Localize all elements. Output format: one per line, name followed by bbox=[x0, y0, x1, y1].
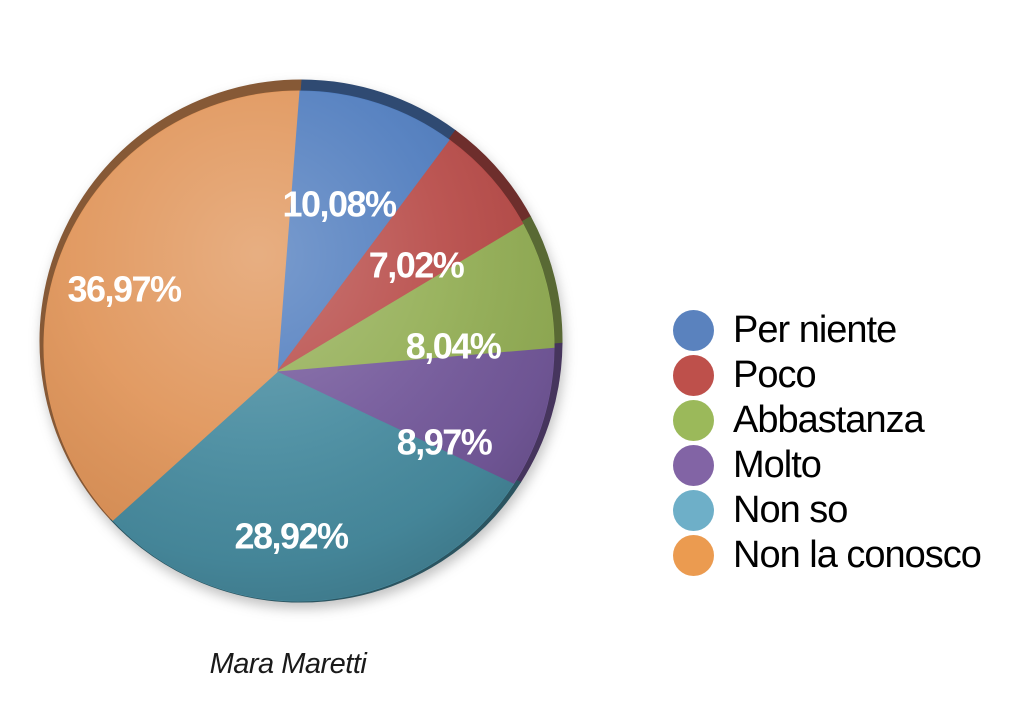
slice-value-label: 7,02% bbox=[369, 245, 465, 286]
legend-swatch-icon bbox=[673, 445, 714, 486]
chart-caption: Mara Maretti bbox=[209, 648, 367, 680]
legend-swatch-icon bbox=[673, 355, 714, 396]
slice-value-label: 8,97% bbox=[397, 422, 493, 463]
legend-item: Per niente bbox=[673, 310, 981, 351]
pie-data-labels: 10,08% 7,02% 8,04% 8,97% 28,92% 36,97% bbox=[67, 184, 503, 557]
legend-swatch-icon bbox=[673, 310, 714, 351]
slice-value-label: 8,04% bbox=[406, 326, 502, 367]
legend-item: Poco bbox=[673, 355, 981, 396]
legend-label: Non la conosco bbox=[733, 534, 982, 576]
legend-item: Non so bbox=[673, 490, 981, 531]
legend-label: Per niente bbox=[733, 309, 897, 351]
slice-value-label: 10,08% bbox=[282, 184, 397, 225]
legend-item: Molto bbox=[673, 445, 981, 486]
legend-label: Non so bbox=[733, 489, 848, 531]
legend-item: Non la conosco bbox=[673, 534, 982, 576]
legend-label: Poco bbox=[733, 354, 817, 396]
legend-swatch-icon bbox=[673, 490, 714, 531]
slice-value-label: 28,92% bbox=[234, 516, 349, 557]
legend-label: Abbastanza bbox=[733, 399, 925, 441]
slice-value-label: 36,97% bbox=[67, 269, 182, 310]
legend-label: Molto bbox=[733, 444, 822, 486]
pie-gloss-overlay bbox=[44, 91, 554, 601]
legend-swatch-icon bbox=[673, 400, 714, 441]
chart-legend: Per niente Poco Abbastanza Molto Non so Non l… bbox=[673, 310, 982, 576]
legend-item: Abbastanza bbox=[673, 400, 981, 441]
legend-swatch-icon bbox=[673, 535, 714, 576]
